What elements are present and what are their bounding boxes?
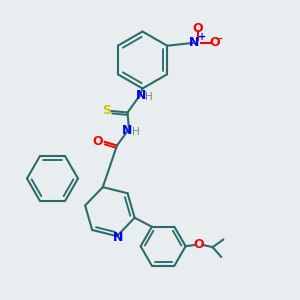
- Text: H: H: [145, 92, 152, 103]
- Text: H: H: [132, 127, 140, 137]
- Text: S: S: [102, 104, 111, 117]
- Text: O: O: [209, 36, 220, 49]
- Text: O: O: [93, 135, 104, 148]
- Text: O: O: [194, 238, 204, 251]
- Text: N: N: [113, 231, 124, 244]
- Text: O: O: [193, 22, 203, 35]
- Text: +: +: [198, 32, 206, 42]
- Text: N: N: [189, 36, 200, 49]
- Text: N: N: [136, 89, 146, 103]
- Text: −: −: [215, 34, 223, 44]
- Text: N: N: [122, 124, 133, 137]
